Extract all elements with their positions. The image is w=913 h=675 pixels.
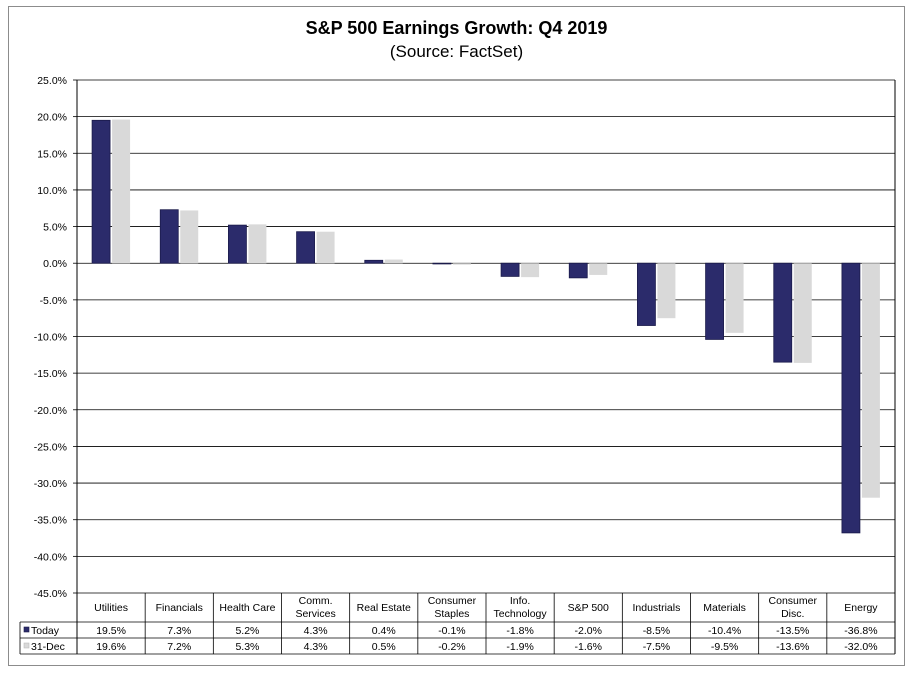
data-label: -8.5% xyxy=(643,625,670,637)
bar-today xyxy=(91,119,111,264)
data-label: 4.3% xyxy=(304,641,328,653)
bar-today xyxy=(500,262,520,277)
bar-today xyxy=(432,262,452,265)
x-tick-label: S&P 500 xyxy=(568,602,609,614)
legend-key-31-dec xyxy=(23,642,30,649)
legend-label: Today xyxy=(31,625,60,637)
data-label: -13.5% xyxy=(776,625,809,637)
bar-31-dec xyxy=(316,231,335,264)
bar-31-dec xyxy=(861,263,880,498)
y-tick-label: 25.0% xyxy=(37,75,67,87)
bar-31-dec xyxy=(248,224,267,264)
y-tick-label: -35.0% xyxy=(34,515,67,527)
bar-31-dec xyxy=(180,210,199,264)
bar-31-dec xyxy=(112,119,131,264)
bar-31-dec xyxy=(384,259,403,264)
bar-today xyxy=(568,262,588,279)
chart-title: S&P 500 Earnings Growth: Q4 2019 xyxy=(305,18,608,38)
x-tick-label: Energy xyxy=(844,602,878,614)
bar-today xyxy=(637,262,656,326)
data-label: 5.2% xyxy=(235,625,259,637)
data-label: -1.9% xyxy=(506,641,533,653)
data-label: 0.5% xyxy=(372,641,396,653)
data-label: -2.0% xyxy=(575,625,602,637)
x-tick-label: Health Care xyxy=(219,602,275,614)
y-tick-label: 15.0% xyxy=(37,148,67,160)
bar-31-dec xyxy=(589,263,608,275)
bar-31-dec xyxy=(657,263,676,319)
y-tick-label: 5.0% xyxy=(43,222,67,234)
data-label: 19.6% xyxy=(96,641,126,653)
data-label: 7.3% xyxy=(167,625,191,637)
x-tick-label: Utilities xyxy=(94,602,128,614)
data-label: 7.2% xyxy=(167,641,191,653)
y-tick-label: -5.0% xyxy=(40,295,67,307)
y-tick-label: 10.0% xyxy=(37,185,67,197)
data-label: 19.5% xyxy=(96,625,126,637)
y-tick-label: -15.0% xyxy=(34,368,67,380)
legend-key-today xyxy=(23,626,30,633)
legend-label: 31-Dec xyxy=(31,641,65,653)
bar-today xyxy=(159,209,179,264)
data-label: 5.3% xyxy=(235,641,259,653)
y-tick-label: 20.0% xyxy=(37,112,67,124)
data-label: -13.6% xyxy=(776,641,809,653)
bar-today xyxy=(228,224,247,264)
bar-31-dec xyxy=(452,263,471,265)
y-tick-label: -10.0% xyxy=(34,332,67,344)
data-label: -9.5% xyxy=(711,641,738,653)
bar-today xyxy=(296,231,315,264)
bar-today xyxy=(364,259,384,264)
bar-31-dec xyxy=(793,263,812,363)
x-tick-label: Real Estate xyxy=(357,602,411,614)
bar-today xyxy=(773,262,793,363)
data-label: -0.2% xyxy=(438,641,465,653)
data-label: -10.4% xyxy=(708,625,741,637)
y-tick-label: -20.0% xyxy=(34,405,67,417)
data-label: -7.5% xyxy=(643,641,670,653)
x-tick-label: Financials xyxy=(156,602,203,614)
bar-31-dec xyxy=(521,263,540,278)
x-tick-label: Consumer Staples xyxy=(428,595,477,620)
y-tick-label: -45.0% xyxy=(34,588,67,600)
data-label: 0.4% xyxy=(372,625,396,637)
y-tick-label: -30.0% xyxy=(34,478,67,490)
data-label: -1.6% xyxy=(575,641,602,653)
chart-subtitle: (Source: FactSet) xyxy=(389,42,524,61)
data-label: -32.0% xyxy=(844,641,877,653)
bar-today xyxy=(841,262,861,534)
y-tick-label: -40.0% xyxy=(34,551,67,563)
y-tick-label: 0.0% xyxy=(43,258,67,270)
data-label: -36.8% xyxy=(844,625,877,637)
bar-31-dec xyxy=(725,263,744,333)
x-tick-label: Comm. Services xyxy=(295,595,335,620)
x-tick-label: Industrials xyxy=(632,602,680,614)
x-tick-label: Materials xyxy=(703,602,746,614)
data-label: 4.3% xyxy=(304,625,328,637)
data-label: -1.8% xyxy=(506,625,533,637)
bar-today xyxy=(705,262,724,340)
y-tick-label: -25.0% xyxy=(34,441,67,453)
data-label: -0.1% xyxy=(438,625,465,637)
x-tick-label: Info. Technology xyxy=(494,595,548,620)
x-tick-label: Consumer Disc. xyxy=(769,595,818,620)
